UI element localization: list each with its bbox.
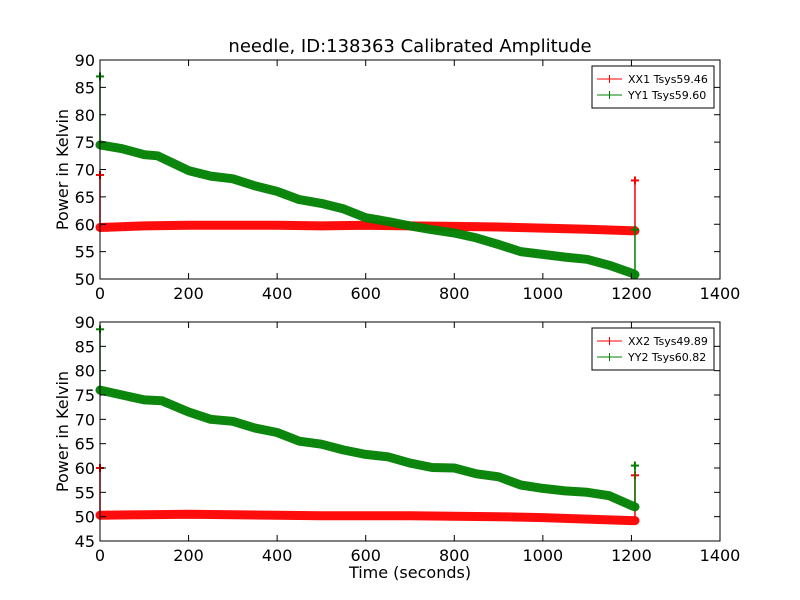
- x-tick-label: 600: [350, 546, 381, 565]
- legend-label: YY1 Tsys59.60: [627, 89, 706, 102]
- series-markers: [99, 224, 635, 232]
- x-tick-label: 800: [439, 284, 470, 303]
- y-tick-label: 60: [75, 215, 95, 234]
- y-tick-label: 75: [75, 133, 95, 152]
- y-tick-label: 75: [75, 386, 95, 405]
- legend-label: XX1 Tsys59.46: [628, 73, 708, 86]
- x-tick-label: 1200: [611, 546, 652, 565]
- y-axis-label: Power in Kelvin: [53, 371, 72, 492]
- y-tick-label: 80: [75, 106, 95, 125]
- series-line: [95, 509, 640, 526]
- chart-title: needle, ID:138363 Calibrated Amplitude: [228, 36, 591, 57]
- x-tick-label: 1200: [611, 284, 652, 303]
- y-tick-label: 50: [75, 270, 95, 289]
- x-tick-label: 1000: [522, 546, 563, 565]
- y-tick-label: 60: [75, 459, 95, 478]
- x-tick-label: 400: [262, 546, 293, 565]
- x-tick-label: 400: [262, 284, 293, 303]
- series-line: [95, 385, 640, 512]
- legend-label: XX2 Tsys49.89: [628, 335, 708, 348]
- y-tick-label: 65: [75, 435, 95, 454]
- top-panel: 0 200 400 600 800 1000 1200 1400 50 55 60 65 70 75 80 8…: [53, 51, 740, 303]
- y-tick-label: 90: [75, 51, 95, 70]
- x-tick-label: 600: [350, 284, 381, 303]
- axes-frame: [99, 321, 721, 542]
- y-tick-label: 70: [75, 161, 95, 180]
- x-tick-label: 200: [173, 284, 204, 303]
- x-tick-label: 0: [95, 546, 105, 565]
- x-tick-label: 200: [173, 546, 204, 565]
- y-tick-label: 50: [75, 508, 95, 527]
- y-axis-label: Power in Kelvin: [53, 109, 72, 230]
- x-axis-label: Time (seconds): [348, 563, 471, 582]
- y-tick-label: 85: [75, 78, 95, 97]
- legend-box: [591, 65, 715, 109]
- x-tick-label: 1400: [700, 284, 741, 303]
- y-tick-label: 70: [75, 410, 95, 429]
- x-tick-label: 800: [439, 546, 470, 565]
- series-markers: [99, 144, 636, 276]
- y-tick-label: 65: [75, 188, 95, 207]
- bottom-panel: 0 200 400 600 800 1000 1200 1400 45 50 55 60 65 70 75 8…: [53, 313, 740, 565]
- y-tick-label: 90: [75, 313, 95, 332]
- y-tick-label: 55: [75, 243, 95, 262]
- legend-label: YY2 Tsys60.82: [627, 351, 706, 364]
- x-tick-label: 1400: [700, 546, 741, 565]
- y-tick-label: 80: [75, 362, 95, 381]
- x-tick-label: 0: [95, 284, 105, 303]
- y-tick-label: 55: [75, 483, 95, 502]
- y-tick-label: 45: [75, 532, 95, 551]
- x-tick-label: 1000: [522, 284, 563, 303]
- legend-box: [591, 327, 715, 371]
- y-tick-label: 85: [75, 337, 95, 356]
